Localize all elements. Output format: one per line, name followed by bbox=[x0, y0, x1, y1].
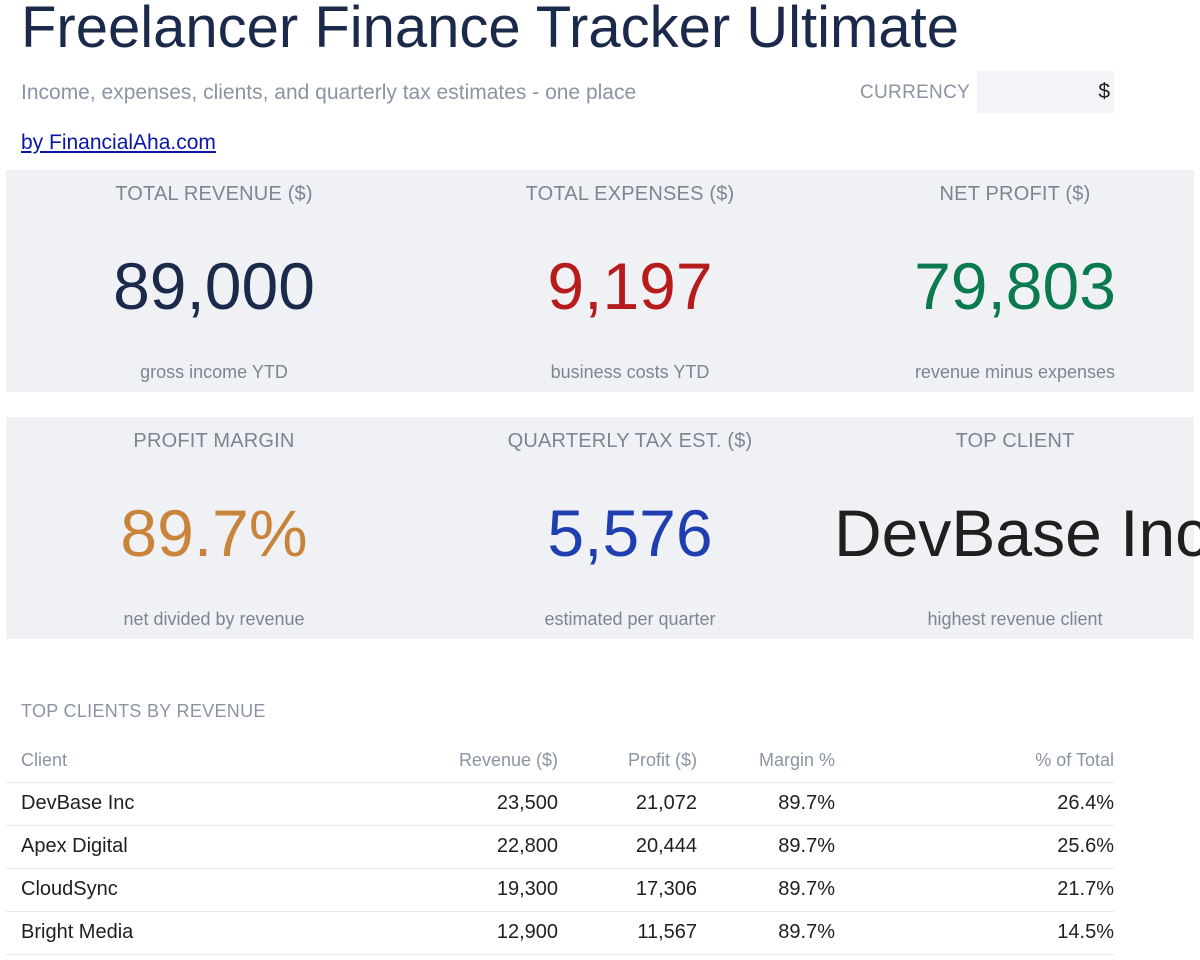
cell-client: Bright Media bbox=[6, 911, 376, 955]
kpi-quarterly-tax: QUARTERLY TAX EST. ($) 5,576 estimated p… bbox=[422, 417, 838, 639]
kpi-value: 79,803 bbox=[914, 249, 1116, 323]
column-header-revenue: Revenue ($) bbox=[376, 739, 558, 783]
cell-profit: 17,306 bbox=[558, 868, 697, 912]
column-header-share: % of Total bbox=[835, 739, 1114, 783]
kpi-panel-summary: TOTAL REVENUE ($) 89,000 gross income YT… bbox=[6, 170, 1194, 392]
kpi-caption: highest revenue client bbox=[927, 609, 1103, 629]
cell-share: 26.4% bbox=[835, 782, 1114, 826]
cell-profit: 21,072 bbox=[558, 782, 697, 826]
kpi-label: TOP CLIENT bbox=[955, 430, 1075, 452]
kpi-label: TOTAL REVENUE ($) bbox=[115, 183, 313, 205]
column-header-profit: Profit ($) bbox=[558, 739, 697, 783]
table-row: DevBase Inc 23,500 21,072 89.7% 26.4% bbox=[6, 782, 1114, 826]
kpi-profit-margin: PROFIT MARGIN 89.7% net divided by reven… bbox=[6, 417, 422, 639]
kpi-caption: gross income YTD bbox=[140, 362, 288, 382]
cell-margin: 89.7% bbox=[697, 782, 835, 826]
kpi-label: NET PROFIT ($) bbox=[939, 183, 1091, 205]
cell-revenue: 23,500 bbox=[376, 782, 558, 826]
cell-revenue: 12,900 bbox=[376, 911, 558, 955]
kpi-value: 89,000 bbox=[113, 249, 315, 323]
kpi-value: 9,197 bbox=[547, 249, 713, 323]
financialaha-link[interactable]: by FinancialAha.com bbox=[21, 131, 216, 154]
cell-margin: 89.7% bbox=[697, 825, 835, 869]
cell-share: 25.6% bbox=[835, 825, 1114, 869]
kpi-label: TOTAL EXPENSES ($) bbox=[525, 183, 735, 205]
currency-input[interactable] bbox=[977, 71, 1114, 113]
page-title: Freelancer Finance Tracker Ultimate bbox=[21, 0, 959, 60]
kpi-total-expenses: TOTAL EXPENSES ($) 9,197 business costs … bbox=[422, 170, 838, 392]
section-title-top-clients: TOP CLIENTS BY REVENUE bbox=[21, 701, 266, 721]
table-row: Bright Media 12,900 11,567 89.7% 14.5% bbox=[6, 911, 1114, 955]
currency-label: CURRENCY bbox=[860, 82, 971, 103]
kpi-value: 89.7% bbox=[120, 496, 308, 570]
cell-revenue: 19,300 bbox=[376, 868, 558, 912]
kpi-total-revenue: TOTAL REVENUE ($) 89,000 gross income YT… bbox=[6, 170, 422, 392]
cell-client: DevBase Inc bbox=[6, 782, 376, 826]
top-clients-table: Client Revenue ($) Profit ($) Margin % %… bbox=[6, 739, 1114, 955]
cell-margin: 89.7% bbox=[697, 911, 835, 955]
kpi-caption: revenue minus expenses bbox=[914, 362, 1116, 382]
kpi-net-profit: NET PROFIT ($) 79,803 revenue minus expe… bbox=[818, 170, 1200, 392]
kpi-caption: net divided by revenue bbox=[123, 609, 305, 629]
cell-revenue: 22,800 bbox=[376, 825, 558, 869]
cell-share: 21.7% bbox=[835, 868, 1114, 912]
page-subtitle: Income, expenses, clients, and quarterly… bbox=[21, 81, 637, 104]
cell-client: CloudSync bbox=[6, 868, 376, 912]
cell-client: Apex Digital bbox=[6, 825, 376, 869]
cell-profit: 20,444 bbox=[558, 825, 697, 869]
kpi-value: DevBase Inc bbox=[834, 496, 1200, 570]
kpi-label: QUARTERLY TAX EST. ($) bbox=[507, 430, 753, 452]
table-row: Apex Digital 22,800 20,444 89.7% 25.6% bbox=[6, 825, 1114, 869]
table-row: CloudSync 19,300 17,306 89.7% 21.7% bbox=[6, 868, 1114, 912]
kpi-caption: estimated per quarter bbox=[544, 609, 716, 629]
kpi-label: PROFIT MARGIN bbox=[133, 430, 295, 452]
column-header-margin: Margin % bbox=[697, 739, 835, 783]
kpi-value: 5,576 bbox=[547, 496, 713, 570]
cell-profit: 11,567 bbox=[558, 911, 697, 955]
cell-share: 14.5% bbox=[835, 911, 1114, 955]
kpi-caption: business costs YTD bbox=[550, 362, 710, 382]
kpi-top-client: TOP CLIENT highest revenue client bbox=[818, 417, 1200, 639]
table-header-row: Client Revenue ($) Profit ($) Margin % %… bbox=[6, 739, 1114, 783]
column-header-client: Client bbox=[6, 739, 376, 783]
kpi-panel-insights: PROFIT MARGIN 89.7% net divided by reven… bbox=[6, 417, 1200, 639]
cell-margin: 89.7% bbox=[697, 868, 835, 912]
